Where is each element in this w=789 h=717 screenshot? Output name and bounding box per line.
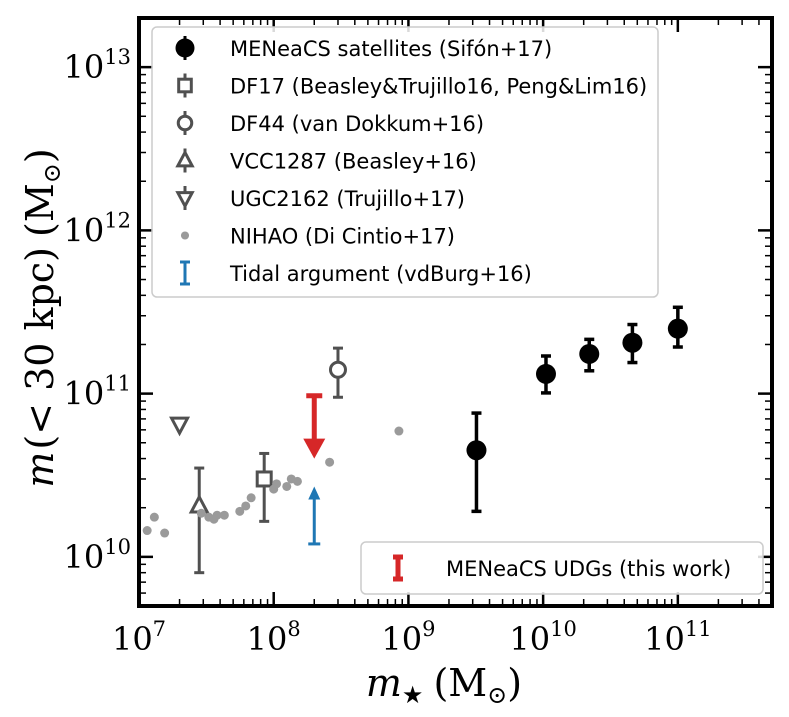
legend-label: Tidal argument (vdBurg+16) xyxy=(229,262,532,286)
dot-marker xyxy=(394,426,404,436)
dot-marker xyxy=(272,479,282,489)
legend-entry: NIHAO (Di Cintio+17) xyxy=(180,225,455,249)
triangle-up-marker xyxy=(175,149,195,168)
legend-entry: DF44 (van Dokkum+16) xyxy=(176,111,484,136)
dot-marker xyxy=(292,476,302,486)
dot-marker xyxy=(142,526,152,536)
triangle-down-marker xyxy=(175,191,195,210)
legend-entry: MENeaCS satellites (Sifón+17) xyxy=(175,36,552,61)
series-circle-filled xyxy=(466,305,688,514)
x-axis-label-sub: ★ xyxy=(402,681,424,709)
plot-frame xyxy=(137,16,774,608)
legend-udg: MENeaCS UDGs (this work) xyxy=(360,541,764,595)
y-axis-label-var: m xyxy=(18,452,62,488)
series-triangle-up-open xyxy=(188,466,210,575)
circle-marker xyxy=(175,38,195,58)
y-tick-label: 1010 xyxy=(64,535,131,576)
series-dot xyxy=(142,426,404,538)
circle-marker xyxy=(466,440,487,461)
data-marks xyxy=(142,305,688,575)
legend-label: MENeaCS UDGs (this work) xyxy=(446,557,731,581)
x-axis-label-unit: (M xyxy=(433,661,487,705)
circle-marker xyxy=(535,363,556,384)
dot-marker xyxy=(212,510,222,520)
x-axis-label: m★ (M⊙) xyxy=(366,661,522,709)
dot-marker xyxy=(241,501,251,511)
series-circle-open xyxy=(328,346,347,399)
legend-entry: DF17 (Beasley&Trujillo16, Peng&Lim16) xyxy=(177,73,647,99)
legend-label: MENeaCS satellites (Sifón+17) xyxy=(230,37,552,61)
legend-label: DF44 (van Dokkum+16) xyxy=(230,112,484,136)
y-axis-label-arg: (< 30 kpc) xyxy=(18,247,62,450)
legend-main: MENeaCS satellites (Sifón+17) DF17 (Beasl… xyxy=(151,26,659,298)
x-tick-label: 107 xyxy=(112,617,166,658)
triangle-down-marker xyxy=(169,416,191,437)
y-tick-label: 1011 xyxy=(64,372,131,413)
y-axis-label-unit-close: ) xyxy=(18,148,62,163)
dot-marker xyxy=(196,508,206,518)
y-axis-label-unit: (M xyxy=(18,183,62,237)
legend-entry: Tidal argument (vdBurg+16) xyxy=(180,260,532,286)
limit-arrowhead xyxy=(303,438,326,459)
dot-marker xyxy=(149,512,159,522)
square-marker xyxy=(177,77,193,94)
y-tick-label: 1013 xyxy=(64,45,131,86)
open-circle-marker xyxy=(328,360,347,379)
x-tick-label: 1011 xyxy=(644,617,711,658)
series-square-open xyxy=(255,451,273,523)
limit-arrowhead xyxy=(308,486,321,500)
series-lower-limit xyxy=(308,486,321,546)
series-upper-limit xyxy=(303,393,326,459)
legend-entry: UGC2162 (Trujillo+17) xyxy=(175,186,465,211)
x-axis-label-unit-sub: ⊙ xyxy=(487,681,507,709)
x-axis-ticks: 107 108 109 1010 1011 xyxy=(112,18,773,658)
x-tick-label: 109 xyxy=(381,617,435,658)
y-axis-label: m(< 30 kpc) (M⊙) xyxy=(18,148,66,487)
y-axis-ticks: 1010 1011 1012 1013 xyxy=(64,17,772,607)
dot-marker xyxy=(325,457,335,467)
legend-label: DF17 (Beasley&Trujillo16, Peng&Lim16) xyxy=(230,75,647,99)
dot-marker xyxy=(219,510,229,520)
open-circle-marker xyxy=(176,114,194,132)
dot-marker xyxy=(235,506,245,516)
y-axis-label-unit-sub: ⊙ xyxy=(38,163,66,183)
series-triangle-down-open xyxy=(169,416,191,437)
circle-marker xyxy=(622,332,643,353)
plot-area xyxy=(137,16,774,608)
circle-marker xyxy=(579,343,600,364)
x-axis-label-unit-close: ) xyxy=(507,661,522,705)
x-tick-label: 1010 xyxy=(509,617,576,658)
legend-box xyxy=(360,541,764,595)
circle-marker xyxy=(667,318,688,339)
dot-marker xyxy=(246,493,256,503)
dot-marker xyxy=(282,481,292,491)
legend-label: UGC2162 (Trujillo+17) xyxy=(230,187,465,211)
y-tick-label: 1012 xyxy=(64,208,131,249)
legend-label: VCC1287 (Beasley+16) xyxy=(230,150,477,174)
legend-label: NIHAO (Di Cintio+17) xyxy=(230,225,455,249)
legend-entry: MENeaCS UDGs (this work) xyxy=(393,554,731,582)
x-axis-label-var: m xyxy=(366,661,402,705)
x-tick-label: 108 xyxy=(247,617,301,658)
dot-marker xyxy=(160,528,170,538)
legend-entry: VCC1287 (Beasley+16) xyxy=(175,148,477,174)
square-marker xyxy=(255,470,273,488)
dot-marker xyxy=(180,231,190,240)
legend-box xyxy=(151,26,659,298)
